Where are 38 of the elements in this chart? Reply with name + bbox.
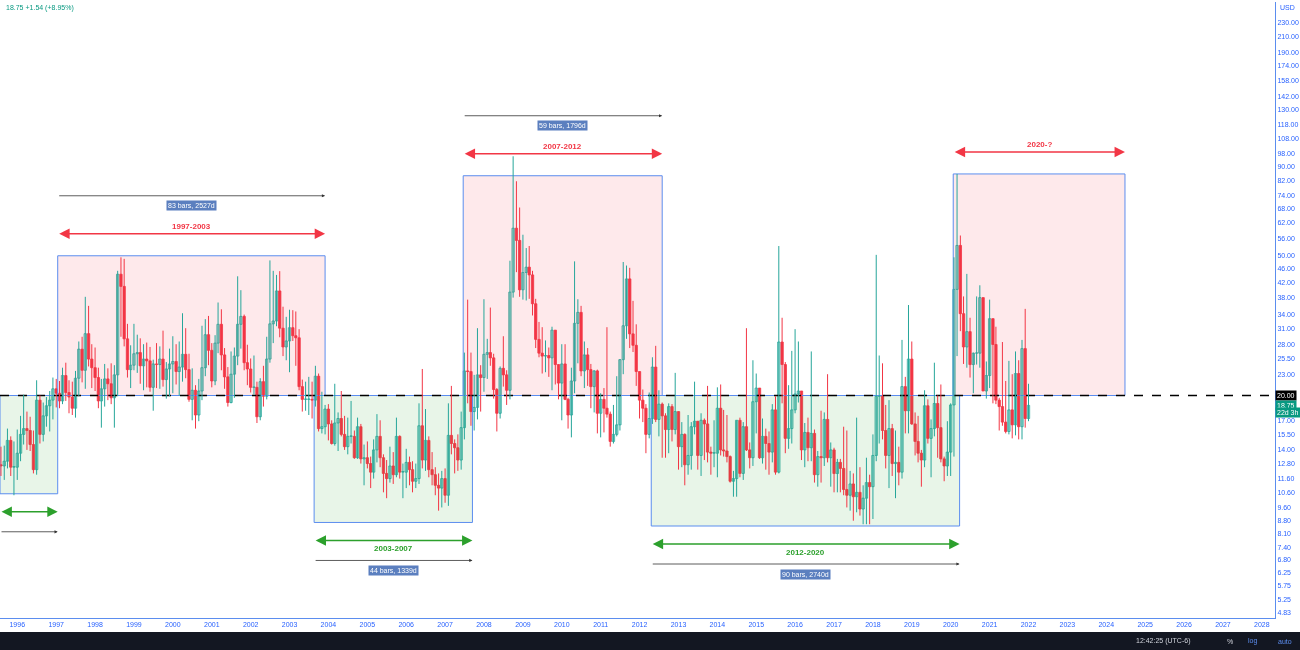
candlestick bbox=[741, 421, 745, 481]
candlestick bbox=[138, 337, 142, 385]
candlestick bbox=[628, 267, 632, 349]
candlestick bbox=[1010, 373, 1014, 439]
candlestick bbox=[145, 342, 149, 388]
candlestick bbox=[673, 372, 677, 435]
candlestick bbox=[420, 368, 424, 469]
candlestick bbox=[543, 339, 548, 373]
candlestick bbox=[151, 359, 155, 412]
candlestick bbox=[822, 411, 826, 467]
candlestick bbox=[540, 326, 544, 375]
candlestick bbox=[333, 383, 337, 447]
candlestick bbox=[190, 367, 194, 421]
candlestick bbox=[777, 245, 781, 474]
candlestick bbox=[70, 381, 74, 416]
candlestick bbox=[553, 329, 557, 385]
candlestick bbox=[83, 296, 87, 390]
candlestick bbox=[9, 435, 13, 477]
candlestick bbox=[890, 423, 894, 477]
candlestick bbox=[398, 434, 402, 480]
candlestick bbox=[307, 376, 311, 416]
candlestick bbox=[258, 377, 262, 421]
candlestick bbox=[764, 428, 768, 471]
candlestick bbox=[592, 369, 596, 413]
candlestick bbox=[109, 362, 113, 405]
annotation: 2012-2020 bbox=[786, 548, 825, 557]
candlestick bbox=[362, 444, 366, 486]
annotation: 2020-? bbox=[1027, 140, 1053, 149]
candlestick bbox=[660, 402, 664, 459]
candlestick bbox=[391, 451, 395, 485]
annotation: 2003-2007 bbox=[374, 544, 413, 553]
annotation: 1997-2003 bbox=[172, 222, 211, 231]
candlestick bbox=[304, 381, 308, 412]
candlestick bbox=[981, 297, 985, 392]
annotation: 2007-2012 bbox=[543, 142, 582, 151]
candlestick bbox=[816, 450, 820, 488]
candlestick bbox=[770, 403, 774, 463]
candlestick bbox=[903, 376, 907, 434]
